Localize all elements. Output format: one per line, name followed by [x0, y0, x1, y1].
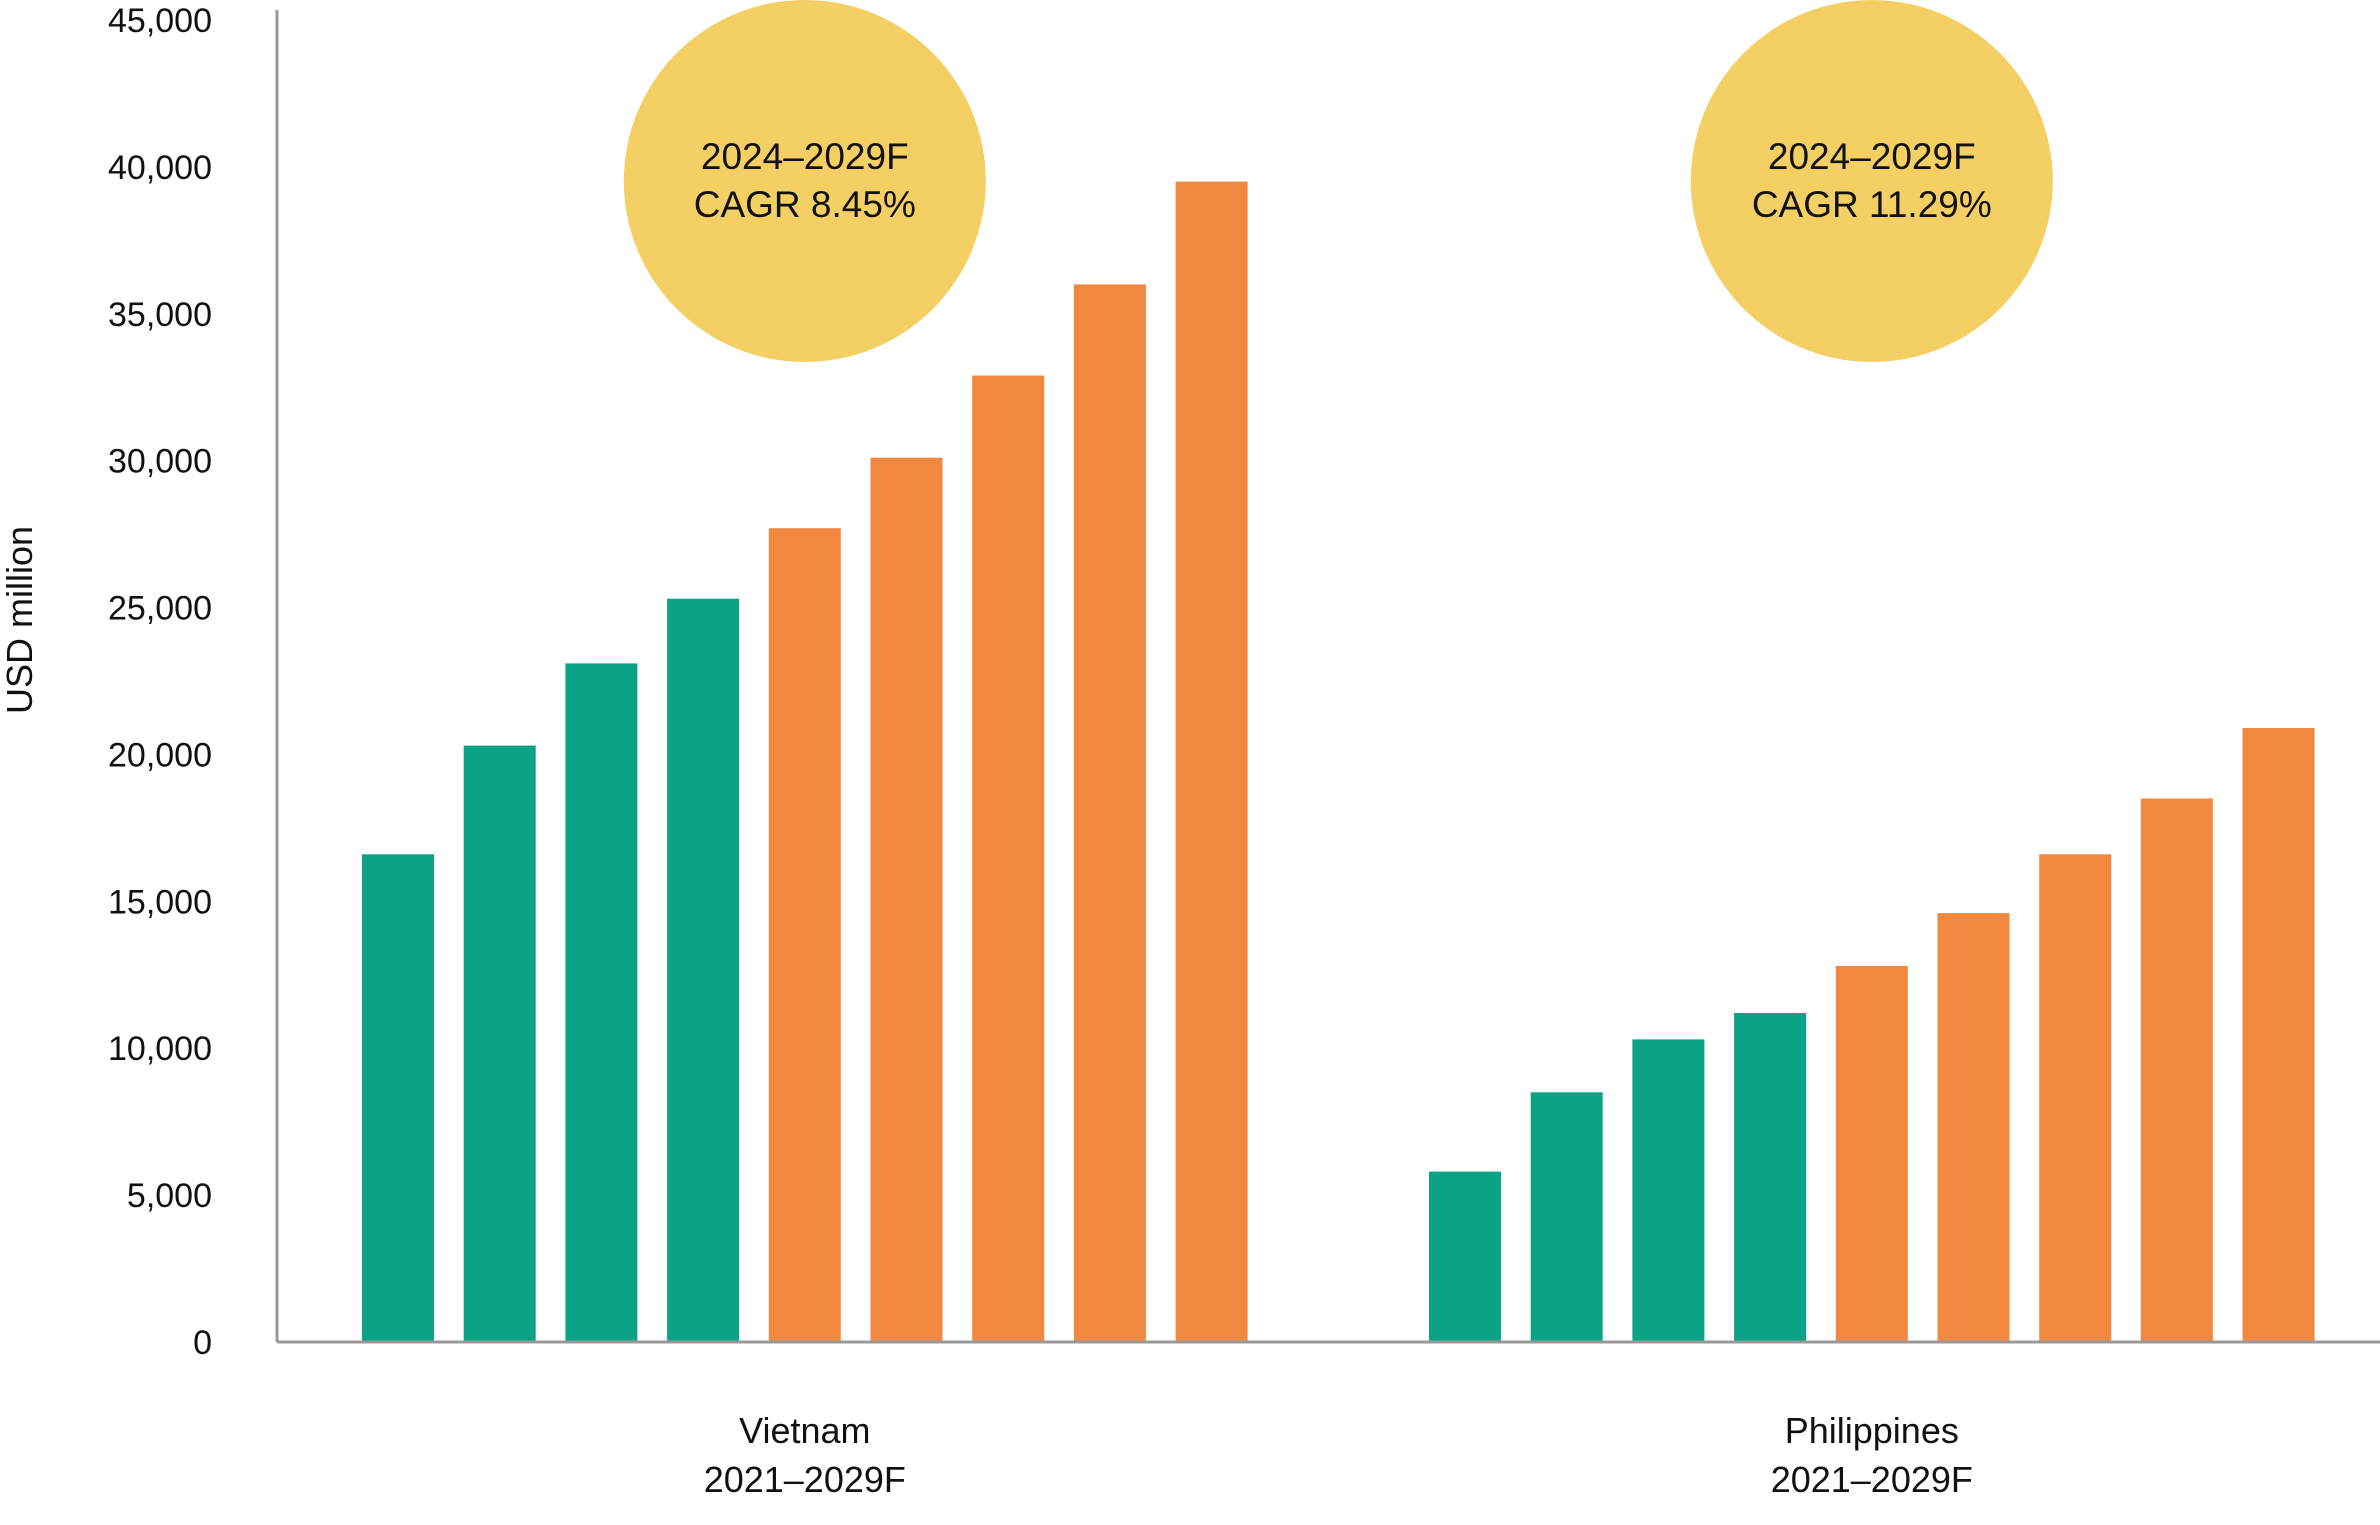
bar-vietnam-2027F [972, 375, 1045, 1342]
bar-philippines-2021 [1429, 1171, 1501, 1342]
x-axis-group-labels: Vietnam 2021–2029F Philippines 2021–2029F [704, 1410, 1973, 1500]
bar-philippines-2027F [2039, 854, 2112, 1342]
cagr-bubble [1690, 0, 2053, 362]
y-tick-label: 45,000 [108, 2, 212, 40]
y-axis-title: USD million [0, 526, 40, 714]
cagr-value-label: CAGR 8.45% [694, 184, 916, 225]
bar-vietnam-2024 [667, 598, 740, 1342]
bar-philippines-2022 [1530, 1092, 1603, 1342]
y-tick-label: 20,000 [108, 736, 212, 774]
group-label-period: 2021–2029F [1771, 1459, 1973, 1500]
cagr-period-label: 2024–2029F [701, 136, 909, 177]
y-tick-label: 15,000 [108, 883, 212, 921]
bar-vietnam-2025F [768, 528, 841, 1342]
y-axis-ticks: 0 5,000 10,000 15,000 20,000 25,000 30,000 35,0… [108, 2, 212, 1362]
y-tick-label: 25,000 [108, 590, 212, 628]
cagr-bubbles: 2024–2029F CAGR 8.45% 2024–2029F CAGR 11.29… [623, 0, 2053, 362]
bar-philippines-2028F [2140, 798, 2213, 1342]
bar-vietnam-2021 [362, 854, 434, 1342]
y-tick-label: 5,000 [127, 1177, 212, 1215]
bar-philippines-2024 [1734, 1013, 1807, 1342]
bar-vietnam-2029F [1175, 181, 1248, 1343]
bar-vietnam-2028F [1073, 284, 1146, 1342]
bar-philippines-2023 [1632, 1039, 1705, 1342]
cagr-bubble [623, 0, 986, 362]
y-tick-label: 0 [193, 1324, 212, 1362]
y-tick-label: 10,000 [108, 1030, 212, 1068]
group-label-period: 2021–2029F [704, 1459, 906, 1500]
y-tick-label: 30,000 [108, 443, 212, 481]
y-tick-label: 40,000 [108, 149, 212, 187]
bars [362, 181, 2315, 1343]
bar-vietnam-2026F [870, 457, 943, 1342]
y-tick-label: 35,000 [108, 296, 212, 334]
bar-philippines-2026F [1937, 913, 2010, 1342]
group-label-country: Vietnam [739, 1410, 870, 1451]
group-label-country: Philippines [1785, 1410, 1959, 1451]
bar-philippines-2029F [2242, 728, 2315, 1342]
bar-vietnam-2022 [463, 745, 536, 1342]
bar-philippines-2025F [1835, 966, 1908, 1342]
bar-vietnam-2023 [565, 663, 638, 1342]
cagr-period-label: 2024–2029F [1768, 136, 1976, 177]
cagr-value-label: CAGR 11.29% [1752, 184, 1992, 225]
